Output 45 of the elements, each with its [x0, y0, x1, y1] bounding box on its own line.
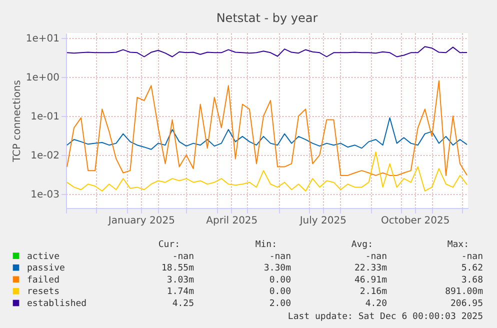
- text: -nan: [172, 252, 194, 262]
- text: Min:: [255, 240, 277, 250]
- text: 1.74m: [166, 287, 194, 298]
- text: 3.68: [461, 275, 483, 286]
- y-tick-label: 1e-02: [30, 150, 60, 162]
- y-axis-title: TCP connections: [12, 80, 23, 164]
- text: Last update: Sat Dec 6 00:00:03 2025: [288, 312, 483, 322]
- text: 891.00m: [445, 287, 483, 298]
- x-tick-label: April 2025: [206, 216, 258, 226]
- y-tick-label: 1e+01: [26, 33, 60, 44]
- text: -nan: [269, 252, 291, 262]
- y-tick-label: 1e+00: [26, 72, 60, 84]
- text: Max:: [447, 240, 469, 250]
- legend-label: passive: [27, 264, 65, 274]
- x-tick-label: July 2025: [298, 216, 346, 226]
- text: -nan: [365, 252, 387, 262]
- text: 206.95: [450, 299, 483, 309]
- legend-label: established: [27, 299, 87, 309]
- legend-label: resets: [27, 287, 60, 298]
- legend-label: active: [27, 252, 60, 262]
- text: 4.25: [172, 299, 194, 309]
- x-tick-label: October 2025: [381, 216, 450, 226]
- y-tick-label: 1e-03: [30, 190, 60, 201]
- text: 46.91m: [354, 275, 387, 286]
- text: 3.03m: [166, 275, 194, 286]
- text: 2.16m: [360, 287, 387, 298]
- text: 3.30m: [264, 264, 291, 274]
- text: 4.20: [365, 299, 387, 309]
- line-series: [66, 46, 468, 58]
- text: Avg:: [351, 240, 373, 250]
- text: -nan: [461, 252, 483, 262]
- chart-title: Netstat - by year: [216, 10, 318, 25]
- text: 0.00: [269, 275, 291, 286]
- text: 0.00: [269, 287, 291, 298]
- line-series: [66, 80, 468, 176]
- text: 5.62: [461, 264, 483, 274]
- text: 18.55m: [161, 264, 194, 274]
- text: 2.00: [269, 299, 291, 309]
- text: Cur:: [158, 240, 180, 250]
- x-tick-label: January 2025: [107, 216, 175, 226]
- text: 22.33m: [354, 264, 387, 274]
- line-series: [66, 151, 468, 192]
- y-tick-label: 1e-01: [30, 112, 60, 123]
- line-series: [66, 117, 468, 150]
- legend-label: failed: [27, 275, 60, 286]
